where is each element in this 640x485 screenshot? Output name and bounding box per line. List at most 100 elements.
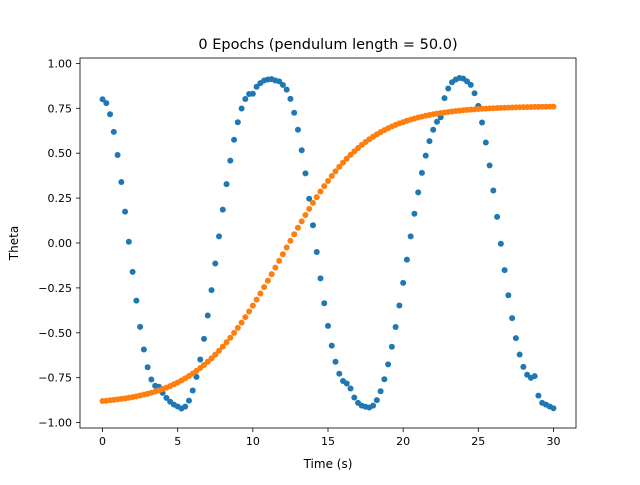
data-point xyxy=(486,162,493,169)
data-point xyxy=(340,159,347,166)
data-point xyxy=(216,347,223,354)
data-point xyxy=(268,271,275,278)
data-point xyxy=(411,210,418,217)
data-point xyxy=(433,118,440,125)
data-point xyxy=(415,189,422,196)
data-point xyxy=(309,199,316,206)
data-point xyxy=(283,244,290,251)
y-tick-label: 0.50 xyxy=(48,147,73,160)
data-point xyxy=(163,394,170,401)
data-point xyxy=(336,163,343,170)
data-point xyxy=(261,284,268,291)
data-point xyxy=(351,394,358,401)
data-point xyxy=(332,168,339,175)
y-tick-label: 0.00 xyxy=(48,237,73,250)
series-1 xyxy=(99,75,557,412)
data-point xyxy=(223,339,230,346)
y-tick-label: −1.00 xyxy=(38,417,72,430)
data-point xyxy=(238,319,245,326)
data-point xyxy=(201,335,207,342)
data-point xyxy=(302,170,309,177)
data-point xyxy=(426,138,433,145)
data-point xyxy=(110,128,117,135)
data-point xyxy=(279,251,286,258)
data-point xyxy=(501,267,508,274)
data-point xyxy=(257,290,264,297)
data-point xyxy=(490,187,497,194)
data-point xyxy=(227,334,234,341)
data-point xyxy=(302,212,309,219)
data-point xyxy=(133,297,140,304)
x-axis: 0 5 10 15 20 25 30 xyxy=(99,428,560,448)
data-point xyxy=(343,155,350,162)
data-point xyxy=(219,206,226,213)
data-point xyxy=(385,361,392,368)
data-point xyxy=(497,240,504,247)
data-point xyxy=(550,103,557,110)
data-point xyxy=(287,237,294,244)
data-point xyxy=(287,95,294,102)
data-point xyxy=(99,96,106,103)
data-point xyxy=(140,346,147,353)
data-point xyxy=(234,324,241,331)
y-axis-label: Theta xyxy=(7,226,21,261)
data-point xyxy=(231,136,238,143)
data-point xyxy=(208,287,215,294)
data-point xyxy=(441,95,448,102)
data-point xyxy=(231,329,238,336)
data-point xyxy=(407,233,414,240)
data-point xyxy=(418,169,425,176)
data-point xyxy=(467,81,474,88)
chart-title: 0 Epochs (pendulum length = 50.0) xyxy=(198,37,457,53)
data-point xyxy=(182,403,189,410)
series-layer xyxy=(99,75,557,412)
data-point xyxy=(103,100,110,107)
data-point xyxy=(325,178,331,184)
data-point xyxy=(373,397,380,404)
data-point xyxy=(317,188,324,195)
data-point xyxy=(264,277,271,284)
data-point xyxy=(227,157,234,164)
data-point xyxy=(343,380,350,387)
data-point xyxy=(294,224,301,231)
data-point xyxy=(392,324,399,331)
y-tick-label: −0.50 xyxy=(38,327,72,340)
data-point xyxy=(347,151,354,158)
y-tick-label: 0.75 xyxy=(48,102,73,115)
data-point xyxy=(118,179,125,186)
data-point xyxy=(430,126,437,133)
data-point xyxy=(509,315,516,322)
data-point xyxy=(313,249,320,256)
y-tick-label: −0.25 xyxy=(38,282,72,295)
data-point xyxy=(479,119,486,126)
data-point xyxy=(328,173,335,180)
data-point xyxy=(238,105,245,112)
data-point xyxy=(242,96,249,103)
data-point xyxy=(328,342,335,349)
data-point xyxy=(313,194,320,201)
data-point xyxy=(125,238,132,245)
data-point xyxy=(279,81,286,88)
data-point xyxy=(512,335,519,342)
data-point xyxy=(306,195,313,202)
data-point xyxy=(317,275,324,282)
data-point xyxy=(471,90,478,97)
x-tick-label: 0 xyxy=(99,435,106,448)
x-tick-label: 15 xyxy=(321,435,335,448)
data-point xyxy=(321,183,328,190)
data-point xyxy=(249,90,256,97)
data-point xyxy=(422,152,429,159)
data-point xyxy=(396,302,403,309)
x-tick-label: 30 xyxy=(546,435,560,448)
data-point xyxy=(272,264,279,271)
data-point xyxy=(246,308,253,315)
data-point xyxy=(129,268,136,275)
data-point xyxy=(482,139,489,146)
y-tick-label: 1.00 xyxy=(48,57,73,70)
x-axis-label: Time (s) xyxy=(303,457,353,471)
data-point xyxy=(249,302,256,309)
data-point xyxy=(291,231,298,238)
data-point xyxy=(148,376,155,383)
